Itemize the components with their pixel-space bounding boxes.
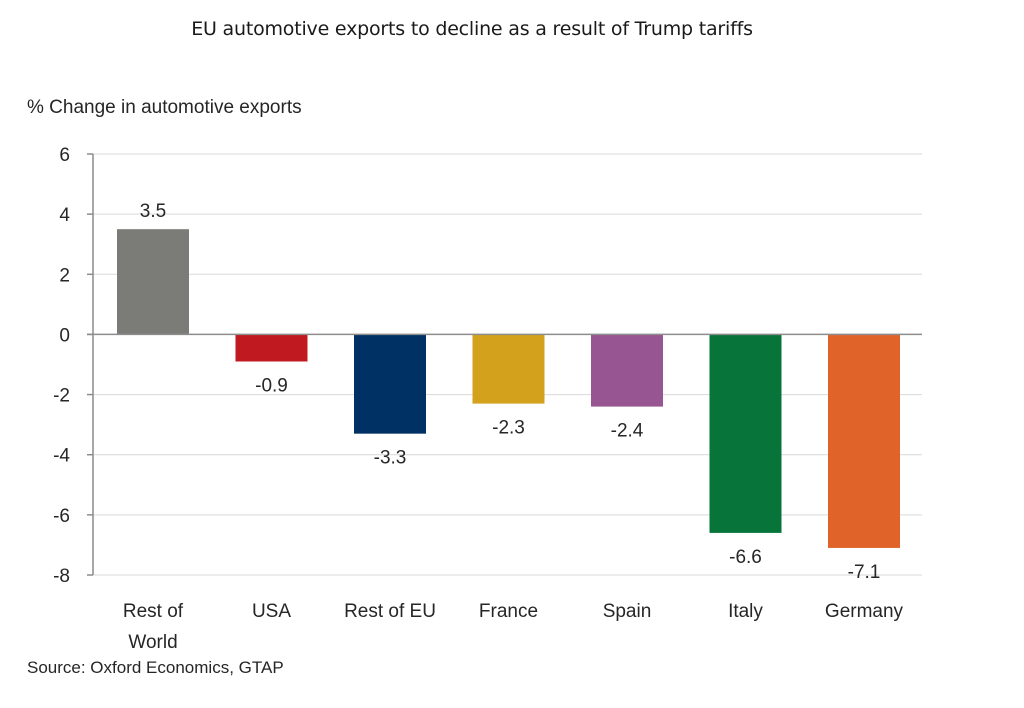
y-axis-label: % Change in automotive exports (27, 97, 302, 118)
bar-italy (709, 334, 782, 533)
bar-spain (591, 334, 663, 407)
y-axis (87, 153, 94, 576)
bars (87, 229, 922, 548)
y-tick-label: -2 (53, 386, 70, 407)
gridlines (93, 153, 922, 576)
x-category-labels: Rest of World USA Rest of EU France Spain Ital… (123, 601, 904, 653)
data-label: -0.9 (255, 375, 288, 396)
data-label: -7.1 (848, 562, 881, 583)
y-tick-label: -8 (53, 566, 70, 587)
data-label: -6.6 (729, 547, 762, 568)
y-tick-label: -4 (53, 446, 70, 467)
y-tick-labels: 6 4 2 0 -2 -4 -6 -8 (53, 145, 70, 587)
data-labels: 3.5 -0.9 -3.3 -2.3 -2.4 -6.6 -7.1 (140, 201, 881, 583)
data-label: -3.3 (374, 448, 407, 469)
x-category-label: USA (252, 601, 291, 622)
bar-rest-of-eu (354, 334, 426, 434)
bar-france (472, 334, 545, 404)
data-label: -2.3 (492, 418, 525, 439)
x-category-label: Rest of EU (344, 601, 436, 622)
bar-germany (828, 334, 900, 548)
bar-usa (235, 334, 308, 362)
y-tick-label: 2 (59, 265, 70, 286)
y-tick-label: 4 (59, 205, 70, 226)
chart-title: EU automotive exports to decline as a re… (191, 18, 753, 40)
y-tick-label: 0 (59, 325, 70, 346)
x-category-label: Rest of (123, 601, 184, 622)
x-category-label: Germany (825, 601, 904, 622)
data-label: -2.4 (611, 421, 644, 442)
source-note: Source: Oxford Economics, GTAP (27, 658, 284, 677)
x-category-label: World (128, 632, 177, 653)
y-tick-label: 6 (59, 145, 70, 166)
bar-rest-of-world (117, 229, 189, 335)
data-label: 3.5 (140, 201, 166, 222)
x-category-label: Spain (603, 601, 652, 622)
x-category-label: France (479, 601, 538, 622)
x-category-label: Italy (728, 601, 763, 622)
y-tick-label: -6 (53, 506, 70, 527)
